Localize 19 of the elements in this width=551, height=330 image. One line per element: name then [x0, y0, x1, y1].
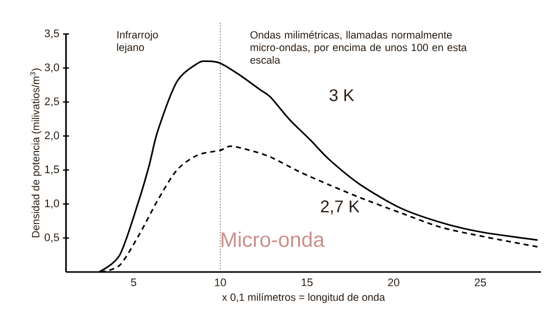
y-tick-label: 1,5: [45, 166, 60, 174]
x-tick-label: 25: [474, 278, 486, 286]
annotation: Micro-onda: [222, 232, 325, 248]
y-tick-label: 1,0: [45, 199, 60, 209]
y-tick-label: 3,0: [44, 63, 60, 73]
annotation: Infrarrojo lejano: [117, 30, 158, 54]
x-tick-label: 5: [131, 278, 136, 286]
y-tick-label: 2,5: [44, 97, 60, 107]
x-axis-title: x 0,1 milímetros = longitud de onda: [222, 293, 386, 303]
x-tick-label: 15: [302, 278, 313, 286]
y-tick-label: 2,0: [44, 131, 60, 141]
series-label: 2,7 K: [321, 200, 360, 214]
y-axis-title: Densidad de potencia (milivatios/m$^{3}$): [30, 68, 42, 238]
y-tick-label: 3,5: [44, 29, 60, 39]
x-tick-label: 20: [388, 278, 400, 286]
annotation: Ondas milimétricas, llamadas normalmente micro-ondas, por encima de unos 100 en esta escala: [250, 30, 467, 64]
y-tick-label: 0,5: [44, 233, 60, 243]
x-tick-label: 10: [215, 278, 226, 286]
text: 3 K: [330, 89, 354, 102]
